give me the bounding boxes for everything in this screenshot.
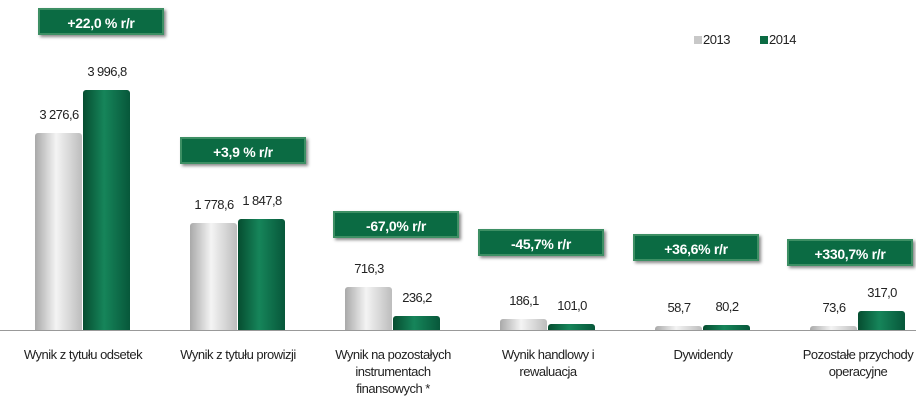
- change-badge: -67,0% r/r: [333, 211, 459, 238]
- category-label: Wynik handlowy i rewaluacja: [501, 347, 595, 379]
- bar: [858, 310, 905, 330]
- value-label: 1 847,8: [242, 193, 282, 209]
- bar: [345, 286, 392, 330]
- change-badge: -45,7% r/r: [478, 229, 604, 256]
- bar: [35, 133, 82, 330]
- bar: [83, 90, 130, 330]
- category-label: Wynik z tytułu prowizji: [180, 347, 296, 362]
- value-label: 58,7: [667, 300, 692, 316]
- bar: [238, 219, 285, 330]
- bar: [703, 325, 750, 330]
- value-label: 317,0: [867, 284, 897, 300]
- category-label: Wynik z tytułu odsetek: [23, 347, 143, 362]
- value-label: 3 996,8: [87, 64, 127, 79]
- value-label: 3 276,6: [39, 107, 79, 123]
- legend-swatch: [760, 36, 768, 44]
- bar: [190, 223, 237, 330]
- legend-label: 2013: [703, 32, 730, 47]
- legend-label: 2014: [769, 32, 796, 47]
- bar: [810, 325, 857, 330]
- bar: [655, 326, 702, 330]
- category-label: Wynik na pozostałych instrumentach finan…: [335, 347, 451, 396]
- bar: [500, 318, 547, 330]
- value-label: 186,1: [509, 292, 539, 308]
- axis-line: [0, 330, 916, 331]
- bar: [548, 323, 595, 330]
- category-label: Pozostałe przychody operacyjne: [802, 347, 914, 379]
- change-badge: +36,6% r/r: [633, 234, 759, 261]
- change-badge: +3,9 % r/r: [180, 137, 306, 164]
- value-label: 716,3: [354, 260, 384, 276]
- value-label: 101,0: [557, 297, 587, 313]
- bar: [393, 315, 440, 330]
- value-label: 236,2: [402, 289, 432, 305]
- change-badge: +22,0 % r/r: [38, 8, 164, 35]
- value-label: 1 778,6: [194, 197, 234, 213]
- legend-swatch: [694, 36, 702, 44]
- change-badge: +330,7% r/r: [787, 239, 913, 266]
- category-label: Dywidendy: [673, 347, 733, 362]
- value-label: 80,2: [715, 299, 740, 315]
- value-label: 73,6: [822, 299, 847, 315]
